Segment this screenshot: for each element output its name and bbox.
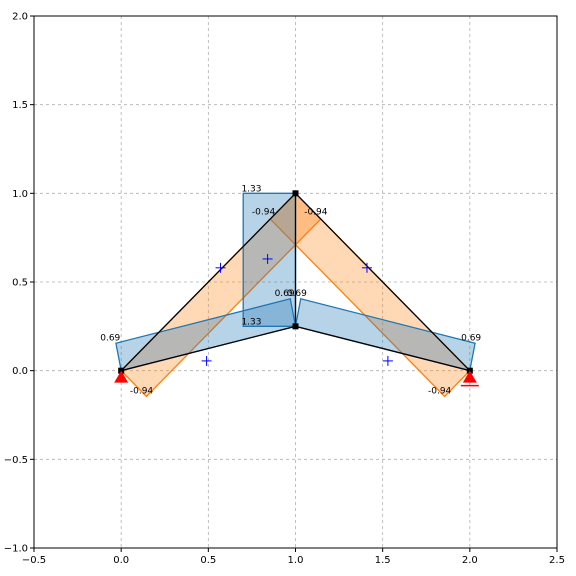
truss-member xyxy=(295,192,471,372)
x-tick-label: −0.5 xyxy=(22,555,46,566)
truss-node xyxy=(292,323,299,330)
x-tick-label: 1.0 xyxy=(288,555,304,566)
truss-member xyxy=(121,325,296,372)
member-layer xyxy=(120,192,471,372)
x-tick-label: 0.5 xyxy=(200,555,216,566)
y-tick-label: −0.5 xyxy=(4,455,28,466)
force-value-label: 0.69 xyxy=(100,334,120,344)
force-value-label: 0.69 xyxy=(275,289,295,299)
y-tick-label: 0.0 xyxy=(12,366,28,377)
x-tick-label: 0.0 xyxy=(113,555,129,566)
y-tick-label: 2.0 xyxy=(12,12,28,23)
force-value-label: 0.69 xyxy=(287,289,307,299)
force-value-label: -0.94 xyxy=(130,387,154,397)
roller-support xyxy=(462,370,477,383)
x-tick-label: 2.0 xyxy=(462,555,478,566)
force-value-label: -0.94 xyxy=(304,208,328,218)
x-tick-label: 2.5 xyxy=(549,555,565,566)
y-tick-label: −1.0 xyxy=(4,544,28,555)
force-value-label: -0.94 xyxy=(252,208,276,218)
truss-node xyxy=(292,190,299,197)
tick-layer: −0.5 0.0 0.5 1.0 1.5 2.0 2.5−1.0−0.50.00.51.01… xyxy=(4,12,565,567)
marker-layer xyxy=(114,190,479,387)
truss-member xyxy=(295,325,470,372)
truss-member xyxy=(120,192,296,372)
y-tick-label: 0.5 xyxy=(12,278,28,289)
force-value-label: 0.69 xyxy=(461,334,481,344)
force-value-label: -0.94 xyxy=(428,387,452,397)
force-value-label: 1.33 xyxy=(241,318,261,328)
y-tick-label: 1.5 xyxy=(12,100,28,111)
force-value-label: 1.33 xyxy=(241,185,261,195)
force-diagram-layer xyxy=(115,192,476,398)
pin-support xyxy=(114,370,129,383)
x-tick-label: 1.5 xyxy=(375,555,391,566)
y-tick-label: 1.0 xyxy=(12,189,28,200)
label-layer: 1.331.33-0.94 -0.940.690.690.690.69-0.94-… xyxy=(100,185,481,397)
